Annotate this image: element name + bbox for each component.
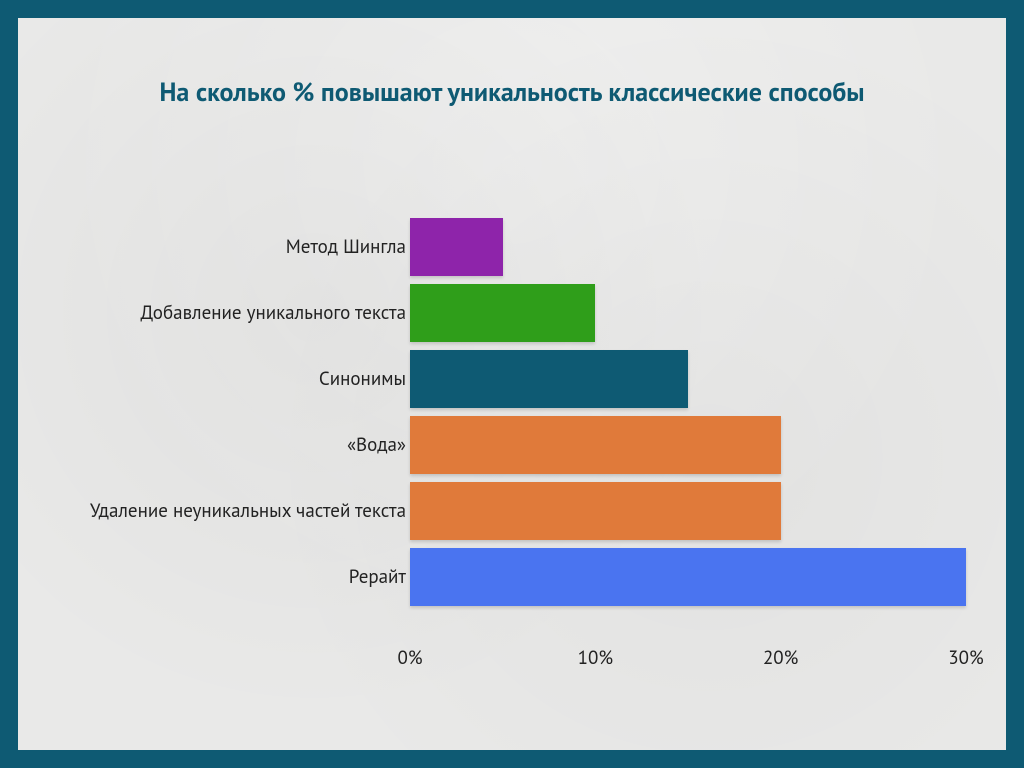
bar-label: Синонимы — [319, 367, 410, 391]
bar — [410, 548, 966, 606]
chart-canvas: На сколько % повышают уникальность класс… — [18, 18, 1006, 750]
bar-label: Рерайт — [349, 565, 410, 589]
bar-label: Метод Шингла — [286, 235, 410, 259]
bar-row: «Вода» — [410, 416, 781, 474]
chart-title: На сколько % повышают уникальность класс… — [18, 76, 1006, 109]
bar — [410, 416, 781, 474]
bar — [410, 482, 781, 540]
bar-row: Рерайт — [410, 548, 966, 606]
bar — [410, 284, 595, 342]
bar-label: «Вода» — [347, 433, 410, 457]
x-tick: 0% — [397, 646, 422, 670]
x-tick: 20% — [763, 646, 798, 670]
bar-row: Метод Шингла — [410, 218, 503, 276]
outer-frame: На сколько % повышают уникальность класс… — [0, 0, 1024, 768]
bar-label: Добавление уникального текста — [141, 301, 411, 325]
bar-row: Синонимы — [410, 350, 688, 408]
plot-region: Метод Шингла Добавление уникального текст… — [410, 218, 966, 606]
bar — [410, 218, 503, 276]
bar-row: Добавление уникального текста — [410, 284, 595, 342]
x-tick: 10% — [578, 646, 613, 670]
x-tick: 30% — [948, 646, 983, 670]
bar — [410, 350, 688, 408]
x-axis: 0%10%20%30% — [410, 640, 966, 642]
bar-row: Удаление неуникальных частей текста — [410, 482, 781, 540]
chart-area: Метод Шингла Добавление уникального текст… — [80, 218, 966, 640]
bar-label: Удаление неуникальных частей текста — [90, 499, 410, 523]
